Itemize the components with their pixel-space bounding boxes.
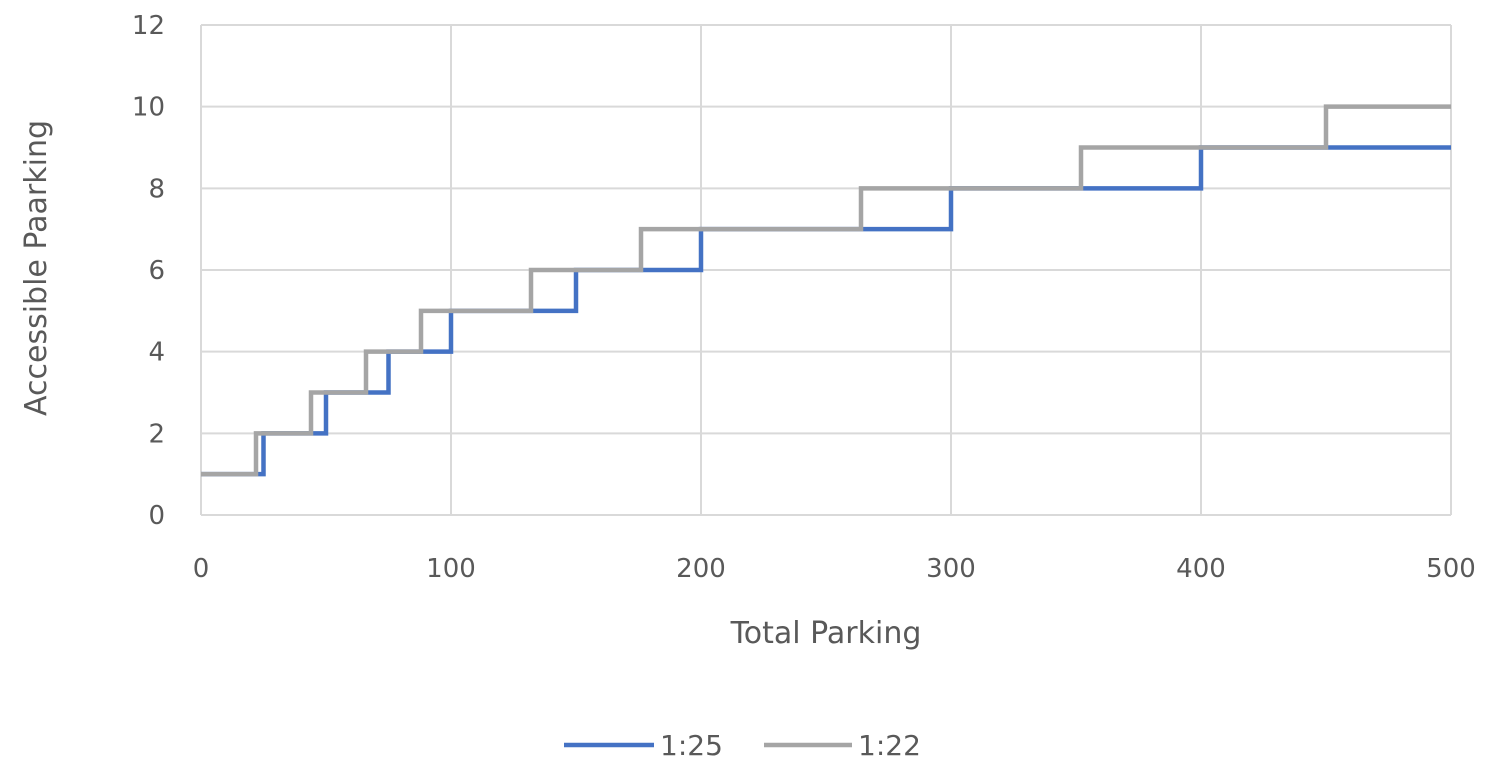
y-tick-label: 12 [132, 11, 165, 41]
y-tick-label: 10 [132, 93, 165, 123]
y-tick-label: 4 [148, 338, 165, 368]
tick-labels: 0 2 4 6 8 10 12 0 100 200 300 400 500 [132, 11, 1476, 584]
legend: 1:25 1:22 [564, 729, 921, 762]
y-axis-title: Accessible Paarking [19, 120, 54, 416]
series-line-2 [201, 104, 1451, 477]
x-axis-title: Total Parking [730, 616, 922, 651]
y-tick-label: 8 [148, 174, 165, 204]
x-tick-label: 500 [1426, 554, 1476, 584]
y-tick-label: 0 [148, 501, 165, 531]
plot-area [201, 104, 1451, 477]
x-tick-label: 300 [926, 554, 976, 584]
y-tick-label: 2 [148, 419, 165, 449]
x-tick-label: 0 [193, 554, 210, 584]
legend-label-2: 1:22 [858, 729, 921, 762]
y-tick-label: 6 [148, 256, 165, 286]
x-tick-label: 100 [426, 554, 476, 584]
x-tick-label: 200 [676, 554, 726, 584]
legend-label-1: 1:25 [660, 729, 723, 762]
x-tick-label: 400 [1176, 554, 1226, 584]
series-line-1 [201, 145, 1451, 477]
gridlines [200, 24, 1452, 516]
